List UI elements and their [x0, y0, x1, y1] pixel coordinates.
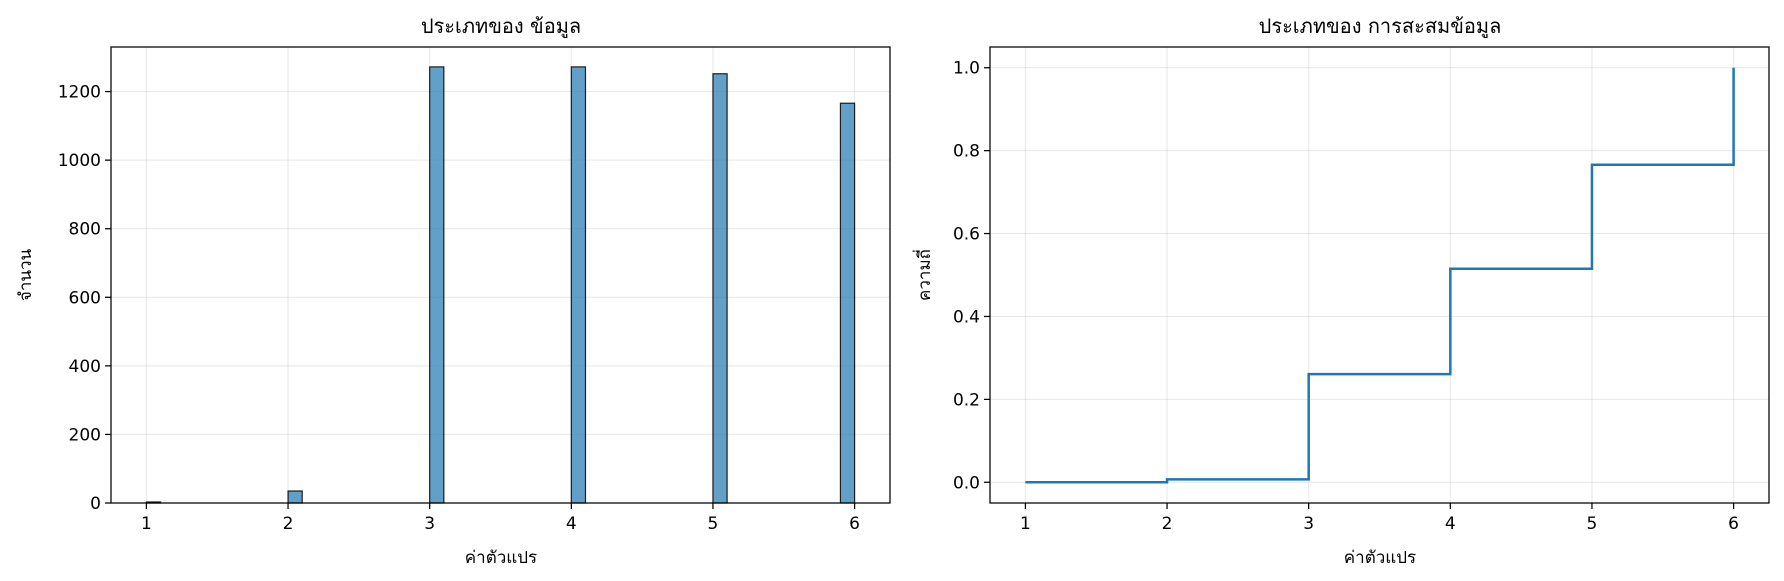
ecdf-x-axis-label: ค่าตัวแปร: [1344, 548, 1416, 568]
histogram-bars: [145, 66, 856, 504]
histogram-y-tick-label: 200: [69, 425, 101, 445]
histogram-bar: [570, 66, 587, 504]
histogram-x-tick-label: 6: [849, 514, 860, 534]
histogram-chart: ประเภทของ ข้อมูล 1 2 3 4 5 6 0 200 400 600 800 1000…: [16, 14, 891, 568]
ecdf-y-tick-label: 0.0: [953, 473, 980, 493]
histogram-bar: [839, 102, 856, 504]
ecdf-x-tick-label: 3: [1303, 514, 1314, 534]
ecdf-frame: [989, 46, 1770, 504]
ecdf-title: ประเภทของ การสะสมข้อมูล: [1259, 14, 1502, 39]
histogram-x-tick-label: 5: [708, 514, 719, 534]
ecdf-x-tick-label: 6: [1728, 514, 1739, 534]
histogram-frame: [110, 46, 891, 504]
histogram-bar: [712, 73, 728, 504]
histogram-x-tick-label: 3: [424, 514, 435, 534]
histogram-y-tick-label: 400: [69, 357, 101, 377]
ecdf-y-tick-label: 0.8: [953, 142, 980, 162]
ecdf-y-tick-label: 0.6: [953, 225, 980, 245]
ecdf-x-tick-label: 4: [1445, 514, 1456, 534]
histogram-title: ประเภทของ ข้อมูล: [421, 14, 581, 39]
histogram-y-axis-label: จำนวน: [16, 248, 36, 301]
histogram-y-tick-label: 1200: [58, 83, 101, 103]
ecdf-x-tick-label: 1: [1020, 514, 1031, 534]
histogram-x-axis-label: ค่าตัวแปร: [465, 548, 537, 568]
histogram-bar: [287, 490, 303, 504]
histogram-y-tick-label: 1000: [58, 151, 101, 171]
ecdf-y-tick-label: 0.2: [953, 390, 980, 410]
ecdf-y-axis-label: ความถี่: [912, 249, 935, 301]
histogram-x-tick-label: 2: [283, 514, 294, 534]
ecdf-grid: [990, 47, 1769, 503]
ecdf-x-tick-label: 2: [1162, 514, 1173, 534]
ecdf-x-tick-label: 5: [1587, 514, 1598, 534]
histogram-x-tick-label: 4: [566, 514, 577, 534]
histogram-y-tick-label: 600: [69, 288, 101, 308]
ecdf-step-line: [1025, 67, 1735, 484]
histogram-grid: [111, 47, 890, 504]
histogram-x-tick-label: 1: [141, 514, 152, 534]
ecdf-y-tick-label: 0.4: [953, 307, 980, 327]
ecdf-y-tick-label: 1.0: [953, 59, 980, 79]
histogram-y-tick-label: 0: [90, 494, 101, 514]
histogram-y-tick-label: 800: [69, 220, 101, 240]
histogram-bar: [429, 66, 445, 504]
ecdf-ticks: 1 2 3 4 5 6 0.0 0.2 0.4 0.6 0.8 1.0: [953, 59, 1739, 534]
ecdf-chart: ประเภทของ การสะสมข้อมูล 1 2 3 4 5 6 0.0 0.2 0.4 0…: [912, 14, 1770, 568]
histogram-ticks: 1 2 3 4 5 6 0 200 400 600 800 1000 1200: [58, 83, 860, 534]
